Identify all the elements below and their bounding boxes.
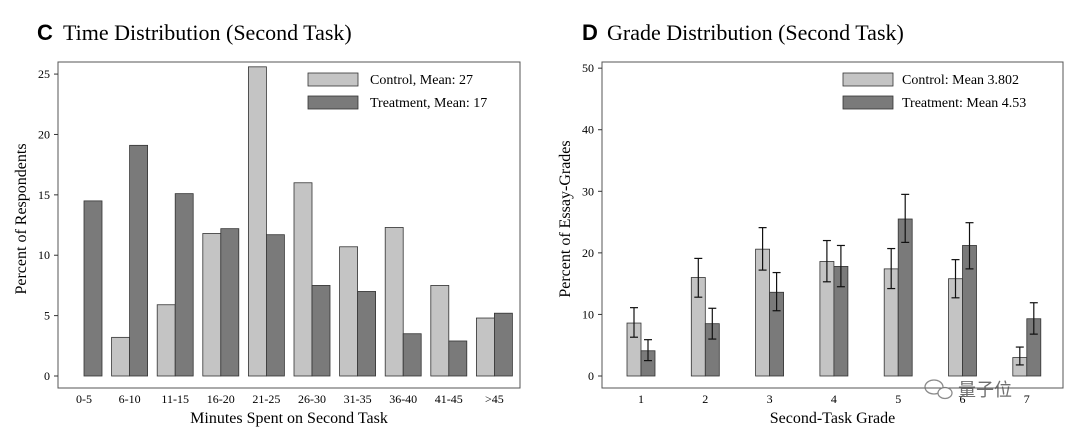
chart-panel-c: C Time Distribution (Second Task) 0 5 10 15 20… [13,20,521,427]
wechat-bubble-small [937,386,953,400]
control-bar [156,304,176,377]
treatment-bar [448,340,468,377]
legend-swatch [307,72,359,87]
x-axis-label: Minutes Spent on Second Task [190,410,388,427]
watermark: 量子位 [924,379,1012,401]
y-axis-label: Percent of Essay-Grades [557,140,574,297]
panel-letter: C [37,20,53,45]
y-tick-label: 10 [38,248,50,262]
y-tick-label: 50 [582,61,594,75]
control-bar [293,182,313,377]
control-bar [339,246,359,377]
y-tick-label: 10 [582,307,594,321]
x-tick-label: >45 [485,392,504,406]
x-tick-label: 6 [960,392,966,406]
x-tick-label: 7 [1024,392,1030,406]
x-tick-label: 31-35 [344,392,372,406]
watermark-text: 量子位 [958,380,1012,401]
legend-swatch [842,95,894,110]
panel-letter: D [582,20,598,45]
y-axis-label: Percent of Respondents [13,143,30,294]
x-tick-label: 41-45 [435,392,463,406]
x-tick-label: 3 [767,392,773,406]
legend-label: Control: Mean 3.802 [902,73,1019,88]
treatment-bar [493,312,513,377]
legend-label: Treatment, Mean: 17 [370,96,487,111]
x-tick-label: 6-10 [119,392,141,406]
treatment-bar [220,228,240,377]
control-bar [111,336,130,377]
y-tick-label: 5 [44,309,50,323]
y-tick-label: 25 [38,67,50,81]
wechat-icon [924,379,953,400]
treatment-bar [357,291,377,377]
control-bar [475,317,495,377]
plot-frame [601,61,1064,389]
treatment-bar [174,193,194,377]
x-tick-label: 2 [702,392,708,406]
y-tick-label: 30 [582,184,594,198]
treatment-bar [311,285,331,377]
legend-swatch [307,95,359,110]
x-tick-label: 0-5 [76,392,92,406]
control-bar [247,66,267,377]
legend-swatch [842,72,894,87]
chart-title: Grade Distribution (Second Task) [607,20,904,45]
wechat-bubble-large [924,379,944,395]
y-tick-label: 15 [38,188,50,202]
y-tick-label: 0 [44,369,50,383]
treatment-bar [402,333,422,377]
plot-frame [57,61,521,389]
y-tick-label: 20 [582,246,594,260]
legend: Control, Mean: 27 Treatment, Mean: 17 [307,72,487,111]
x-tick-label: 5 [895,392,901,406]
treatment-bar [265,234,285,377]
x-tick-label: 36-40 [389,392,417,406]
legend: Control: Mean 3.802 Treatment: Mean 4.53 [842,72,1026,111]
x-axis-label: Second-Task Grade [770,410,896,427]
control-bar [384,227,404,377]
y-tick-label: 0 [588,369,594,383]
y-tick-label: 20 [38,127,50,141]
x-tick-label: 21-25 [252,392,280,406]
x-tick-label: 26-30 [298,392,326,406]
treatment-bar [83,200,103,377]
control-bar [430,285,450,377]
treatment-bar [129,144,149,377]
chart-panel-d: D Grade Distribution (Second Task) 0 10 20 30… [557,20,1064,427]
x-tick-label: 1 [638,392,644,406]
x-tick-label: 11-15 [161,392,189,406]
control-bar [202,233,222,377]
x-tick-label: 16-20 [207,392,235,406]
x-tick-label: 4 [831,392,837,406]
legend-label: Control, Mean: 27 [370,73,473,88]
y-tick-label: 40 [582,123,594,137]
chart-title: Time Distribution (Second Task) [63,20,352,45]
legend-label: Treatment: Mean 4.53 [902,96,1026,111]
